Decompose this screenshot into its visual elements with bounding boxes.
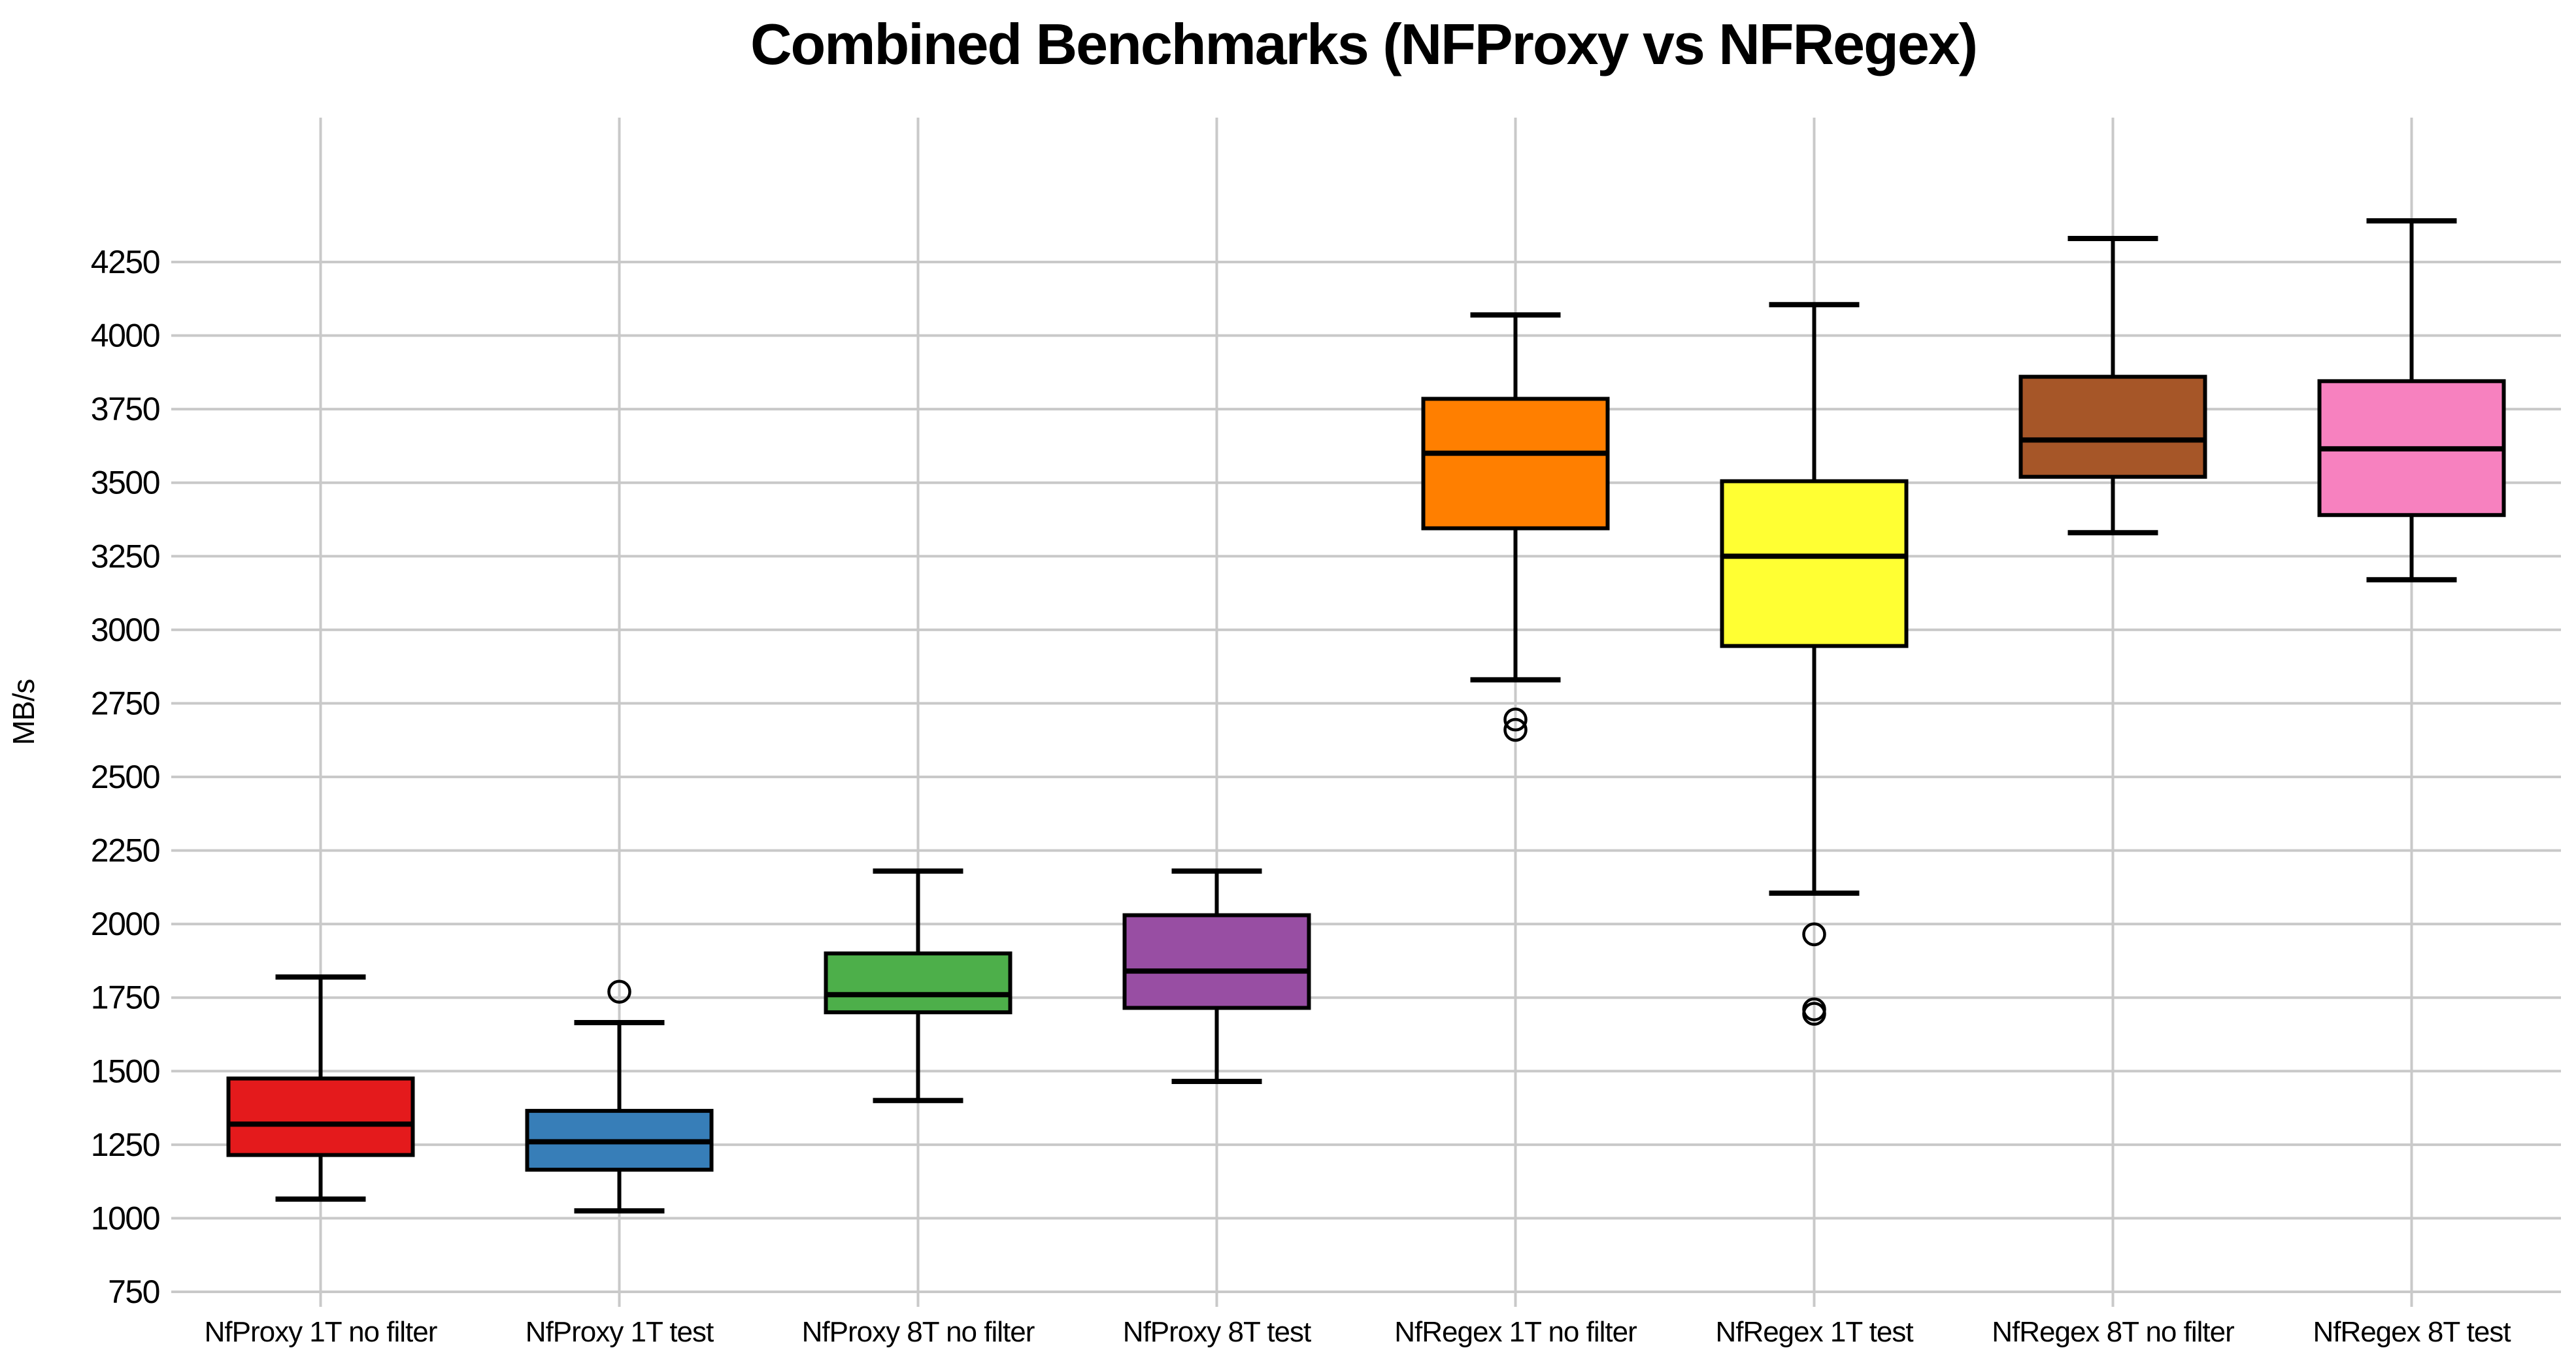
y-axis-label: MB/s xyxy=(7,680,41,746)
box-nfregex-1t-no-filter xyxy=(1421,312,1610,742)
box-nfregex-8t-no-filter xyxy=(2018,235,2207,536)
y-tick-label: 2750 xyxy=(91,685,159,721)
box-nfregex-1t-test xyxy=(1720,302,1909,1026)
box-nfregex-8t-test xyxy=(2317,218,2506,583)
box-nfproxy-1t-test xyxy=(525,979,714,1214)
x-tick-label: NfRegex 1T test xyxy=(1715,1316,1913,1348)
y-tick-label: 1000 xyxy=(91,1200,159,1236)
x-tick-label: NfProxy 1T no filter xyxy=(205,1316,437,1348)
iqr-box xyxy=(824,951,1012,1015)
x-tick-label: NfProxy 8T test xyxy=(1123,1316,1311,1348)
box-nfproxy-8t-no-filter xyxy=(824,868,1012,1104)
y-tick-label: 750 xyxy=(108,1274,159,1310)
outlier-point xyxy=(1802,922,1826,947)
y-tick-label: 3250 xyxy=(91,538,159,574)
box-layer xyxy=(226,218,2506,1214)
outlier-point xyxy=(1802,1002,1826,1026)
y-tick-label: 3500 xyxy=(91,465,159,501)
y-tick-label: 1750 xyxy=(91,979,159,1016)
x-tick-label: NfRegex 8T test xyxy=(2313,1316,2511,1348)
y-tick-label: 4250 xyxy=(91,244,159,280)
iqr-box xyxy=(1421,397,1610,531)
y-tick-label: 2250 xyxy=(91,832,159,869)
iqr-box xyxy=(1122,913,1311,1010)
y-tick-label: 1500 xyxy=(91,1053,159,1089)
x-tick-label: NfRegex 8T no filter xyxy=(1992,1316,2234,1348)
outlier-point xyxy=(607,979,631,1004)
iqr-box xyxy=(226,1076,415,1157)
box-nfproxy-8t-test xyxy=(1122,868,1311,1085)
iqr-box xyxy=(1720,479,1909,648)
x-tick-label: NfRegex 1T no filter xyxy=(1394,1316,1637,1348)
box-nfproxy-1t-no-filter xyxy=(226,974,415,1202)
chart-title: Combined Benchmarks (NFProxy vs NFRegex) xyxy=(750,12,1977,76)
y-tick-label: 2500 xyxy=(91,759,159,795)
x-tick-label: NfProxy 8T no filter xyxy=(802,1316,1035,1348)
y-tick-label: 4000 xyxy=(91,318,159,354)
y-tick-label: 1250 xyxy=(91,1127,159,1163)
outlier-point xyxy=(1503,707,1528,732)
y-tick-label: 3750 xyxy=(91,391,159,427)
outlier-point xyxy=(1503,717,1528,742)
iqr-box xyxy=(2018,374,2207,479)
y-tick-label: 2000 xyxy=(91,906,159,942)
axis-layer: 750 1000 1250 1500 1750 2000 2250 2500 2750 3000 3… xyxy=(91,244,2512,1348)
y-tick-label: 3000 xyxy=(91,612,159,648)
x-tick-label: NfProxy 1T test xyxy=(526,1316,714,1348)
